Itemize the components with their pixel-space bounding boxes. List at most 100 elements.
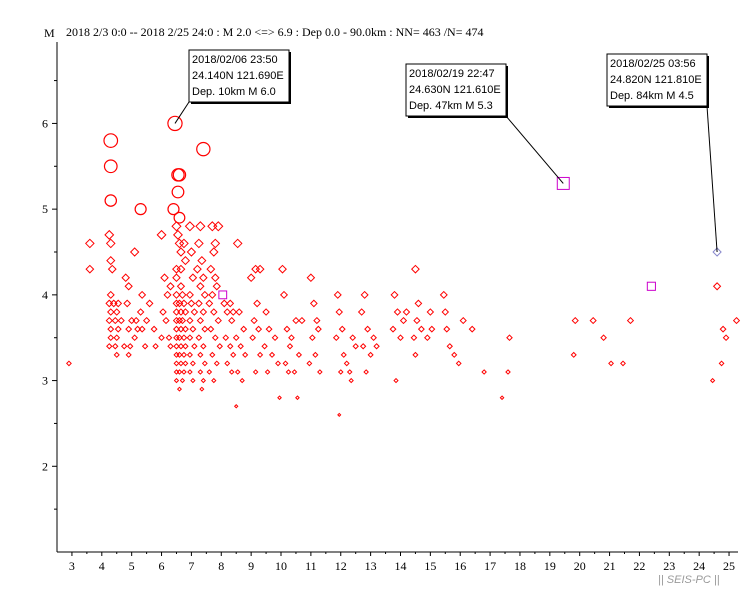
quake-marker	[348, 377, 354, 384]
quake-marker	[600, 334, 607, 342]
quake-marker	[288, 334, 295, 342]
quake-marker	[125, 351, 132, 358]
quake-marker	[335, 308, 344, 316]
quake-marker	[333, 290, 342, 299]
quake-marker	[360, 290, 369, 299]
quake-marker	[571, 316, 579, 325]
quake-marker	[459, 316, 467, 325]
quake-marker	[306, 360, 313, 367]
quake-marker	[172, 299, 181, 308]
quake-marker	[178, 360, 184, 367]
annotation-text: Dep. 84km M 4.5	[610, 90, 694, 102]
quake-marker	[306, 273, 316, 283]
quake-marker	[250, 316, 258, 325]
quake-marker	[209, 247, 219, 257]
quake-marker	[121, 273, 130, 283]
x-tick-label: 20	[574, 559, 586, 573]
quake-marker	[359, 343, 367, 350]
quake-marker	[188, 273, 198, 283]
quake-marker	[176, 334, 183, 342]
x-tick-label: 11	[305, 559, 317, 573]
quake-marker	[187, 299, 196, 308]
quake-marker	[373, 343, 380, 350]
quake-marker	[199, 308, 208, 316]
x-tick-label: 7	[188, 559, 194, 573]
annotation-text: 24.820N 121.810E	[610, 74, 702, 86]
quake-marker	[424, 334, 431, 342]
quake-marker	[332, 334, 340, 342]
quake-marker	[228, 316, 236, 325]
quake-marker	[410, 264, 420, 274]
quake-marker	[172, 273, 181, 283]
quake-marker	[210, 238, 221, 249]
quake-marker	[158, 334, 165, 342]
x-tick-label: 23	[663, 559, 675, 573]
quake-marker	[85, 264, 95, 274]
quake-marker	[114, 325, 122, 333]
quake-marker	[277, 395, 282, 401]
x-tick-label: 9	[248, 559, 254, 573]
quake-marker	[171, 185, 185, 199]
quake-marker	[237, 343, 244, 350]
quake-marker	[172, 264, 181, 274]
quake-marker	[197, 351, 204, 358]
quake-marker	[125, 325, 133, 333]
quake-marker	[212, 282, 221, 291]
quake-marker	[265, 325, 273, 333]
quake-marker	[205, 299, 214, 308]
quake-marker-deep	[646, 281, 656, 291]
quake-marker	[227, 343, 234, 350]
quake-marker	[173, 211, 186, 224]
x-tick-label: 6	[159, 559, 165, 573]
quake-marker	[120, 343, 128, 350]
quake-marker	[103, 133, 119, 148]
quake-marker	[402, 308, 411, 316]
quake-marker	[363, 369, 369, 375]
quake-marker	[220, 299, 229, 308]
x-tick-label: 13	[365, 559, 377, 573]
quake-marker	[131, 334, 138, 342]
quake-marker	[505, 369, 511, 375]
y-tick-label: 5	[42, 202, 48, 216]
quake-marker	[173, 343, 180, 350]
quake-marker	[455, 360, 462, 367]
quake-marker	[213, 360, 220, 367]
quake-marker	[176, 282, 186, 291]
quake-marker	[172, 325, 180, 333]
x-tick-label: 24	[693, 559, 705, 573]
quake-marker	[167, 343, 174, 350]
quake-marker	[712, 247, 722, 257]
quake-marker	[357, 308, 366, 316]
x-tick-label: 8	[218, 559, 224, 573]
quake-marker	[187, 369, 193, 375]
quake-marker	[317, 369, 323, 375]
quake-marker	[179, 238, 189, 249]
x-tick-label: 19	[544, 559, 556, 573]
quake-marker	[171, 221, 182, 232]
quake-marker	[264, 369, 271, 375]
y-tick-label: 4	[42, 288, 48, 302]
quake-marker	[194, 299, 203, 308]
quake-marker	[175, 316, 184, 325]
quake-marker	[340, 351, 347, 358]
quake-marker	[172, 316, 181, 325]
quake-marker	[176, 386, 182, 392]
annotation-leader	[706, 105, 718, 253]
quake-marker	[209, 351, 216, 358]
quake-marker	[439, 290, 448, 299]
quake-marker	[413, 316, 421, 325]
quake-marker	[417, 325, 425, 333]
annotation-leader	[505, 115, 564, 184]
quake-marker	[291, 369, 298, 375]
quake-marker	[103, 159, 118, 174]
quake-marker	[181, 308, 190, 316]
quake-marker	[190, 308, 199, 316]
quake-marker	[185, 290, 194, 299]
x-tick-label: 25	[723, 559, 735, 573]
quake-marker	[208, 290, 217, 299]
quake-marker	[106, 290, 115, 299]
quake-marker	[132, 316, 140, 325]
quake-marker	[223, 308, 232, 316]
quake-marker	[176, 264, 186, 274]
